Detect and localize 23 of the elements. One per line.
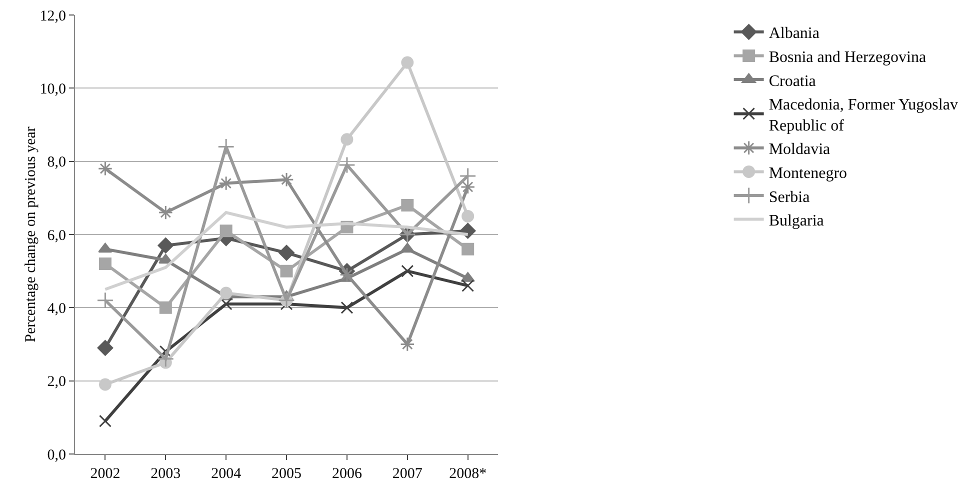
legend-label: Moldavia	[768, 141, 830, 158]
legend-label: Croatia	[768, 72, 816, 90]
y-tick-label: 0,0	[47, 447, 66, 464]
y-tick-label: 2,0	[47, 374, 66, 390]
x-tick-label: 2002	[90, 466, 120, 482]
x-tick-label: 2004	[211, 466, 242, 482]
y-tick-label: 8,0	[47, 154, 66, 171]
legend-label: Bulgaria	[768, 212, 824, 230]
legend-label: Macedonia, Former Yugoslav Republic of	[768, 96, 958, 134]
y-tick-label: 6,0	[47, 228, 66, 244]
legend-label: Serbia	[768, 188, 810, 206]
x-tick-label: 2007	[392, 466, 423, 482]
x-tick-label: 2008*	[449, 466, 487, 482]
x-tick-label: 2006	[332, 466, 362, 482]
y-axis-title: Percentage change on previous year	[23, 126, 39, 342]
legend-label: Albania	[768, 25, 820, 42]
legend-label: Bosnia and Herzegovina	[768, 48, 926, 66]
y-tick-label: 10,0	[40, 81, 66, 98]
x-tick-label: 2005	[272, 466, 302, 482]
y-tick-label: 12,0	[40, 8, 66, 24]
x-tick-label: 2003	[150, 466, 181, 482]
legend-label: Montenegro	[768, 164, 848, 182]
y-tick-label: 4,0	[47, 300, 66, 317]
